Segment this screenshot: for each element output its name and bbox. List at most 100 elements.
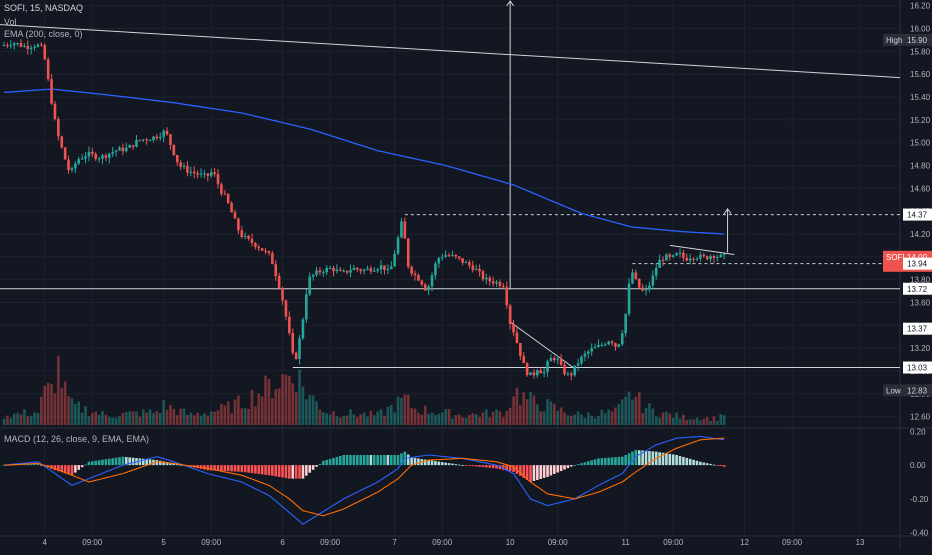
candle[interactable]	[549, 353, 553, 362]
candle[interactable]	[308, 272, 312, 296]
candle[interactable]	[23, 43, 26, 48]
candle[interactable]	[165, 127, 169, 136]
candle[interactable]	[376, 267, 379, 274]
candle[interactable]	[430, 272, 434, 292]
candle[interactable]	[104, 153, 108, 162]
ema-legend[interactable]: EMA (200, close, 0)	[4, 29, 83, 39]
candle[interactable]	[546, 359, 549, 378]
candle[interactable]	[186, 160, 189, 177]
candle[interactable]	[50, 73, 53, 106]
candle[interactable]	[525, 362, 529, 377]
candle[interactable]	[678, 248, 682, 258]
candle[interactable]	[46, 57, 50, 82]
candle[interactable]	[152, 136, 155, 143]
candle[interactable]	[542, 367, 546, 378]
candle[interactable]	[80, 154, 84, 160]
candle[interactable]	[288, 311, 291, 336]
candle[interactable]	[393, 250, 396, 267]
candle[interactable]	[40, 42, 43, 47]
candle[interactable]	[716, 254, 719, 262]
candle[interactable]	[213, 167, 216, 177]
candle[interactable]	[108, 153, 111, 164]
candle[interactable]	[233, 209, 237, 219]
candle[interactable]	[162, 128, 165, 143]
candle[interactable]	[719, 253, 723, 258]
symbol-legend[interactable]: SOFI, 15, NASDAQ	[4, 3, 84, 13]
candle[interactable]	[111, 146, 115, 157]
candle[interactable]	[478, 264, 481, 277]
candle[interactable]	[196, 170, 199, 179]
candle[interactable]	[97, 156, 101, 163]
candle[interactable]	[148, 139, 152, 142]
candle[interactable]	[172, 144, 176, 157]
candle[interactable]	[576, 358, 580, 372]
candle[interactable]	[260, 248, 264, 251]
candle[interactable]	[699, 251, 702, 262]
candle[interactable]	[87, 146, 91, 162]
candle[interactable]	[668, 253, 672, 261]
candle[interactable]	[74, 161, 77, 174]
candle[interactable]	[688, 253, 692, 265]
candle[interactable]	[257, 244, 261, 252]
candle[interactable]	[641, 283, 644, 292]
candle[interactable]	[274, 259, 278, 281]
candle[interactable]	[12, 41, 16, 50]
candle[interactable]	[298, 334, 301, 365]
candle[interactable]	[508, 303, 512, 330]
candle[interactable]	[199, 168, 203, 178]
candle[interactable]	[620, 329, 624, 347]
candle[interactable]	[627, 277, 631, 317]
candle[interactable]	[406, 237, 410, 269]
candle[interactable]	[53, 101, 57, 121]
candle[interactable]	[434, 261, 437, 280]
candle[interactable]	[491, 276, 495, 287]
candle[interactable]	[2, 41, 6, 47]
candle[interactable]	[559, 354, 563, 367]
candle[interactable]	[206, 173, 210, 182]
candle[interactable]	[77, 156, 81, 166]
candle[interactable]	[145, 137, 148, 145]
candle[interactable]	[9, 40, 13, 49]
candle[interactable]	[182, 163, 186, 170]
candle[interactable]	[413, 270, 417, 281]
candle[interactable]	[427, 284, 430, 296]
candle[interactable]	[192, 166, 196, 179]
candle[interactable]	[131, 145, 135, 150]
candle[interactable]	[624, 313, 627, 337]
candle[interactable]	[403, 217, 407, 239]
candle[interactable]	[654, 262, 658, 280]
candle[interactable]	[614, 342, 617, 351]
candle[interactable]	[505, 281, 509, 309]
candle[interactable]	[362, 268, 366, 275]
candle[interactable]	[675, 252, 678, 256]
candle[interactable]	[328, 265, 332, 269]
candle[interactable]	[339, 267, 342, 272]
candle[interactable]	[590, 343, 593, 356]
candle[interactable]	[671, 254, 675, 259]
candle[interactable]	[712, 254, 716, 264]
candle[interactable]	[600, 342, 604, 348]
candle[interactable]	[451, 250, 454, 257]
candle[interactable]	[396, 235, 400, 256]
candle[interactable]	[267, 250, 271, 256]
candle[interactable]	[57, 116, 60, 141]
candle[interactable]	[586, 349, 590, 359]
signal-line[interactable]	[3, 437, 725, 517]
candle[interactable]	[420, 279, 424, 287]
candle[interactable]	[498, 279, 502, 289]
candle[interactable]	[610, 340, 614, 346]
candle[interactable]	[651, 270, 655, 290]
candle[interactable]	[417, 273, 420, 282]
candle[interactable]	[488, 275, 492, 286]
candle[interactable]	[383, 265, 386, 275]
candle[interactable]	[692, 257, 695, 263]
candle[interactable]	[91, 148, 94, 158]
candle[interactable]	[26, 40, 30, 55]
candle[interactable]	[264, 248, 267, 255]
candle[interactable]	[634, 269, 638, 281]
candle[interactable]	[702, 252, 706, 258]
candle[interactable]	[36, 43, 40, 48]
candle[interactable]	[553, 356, 556, 363]
